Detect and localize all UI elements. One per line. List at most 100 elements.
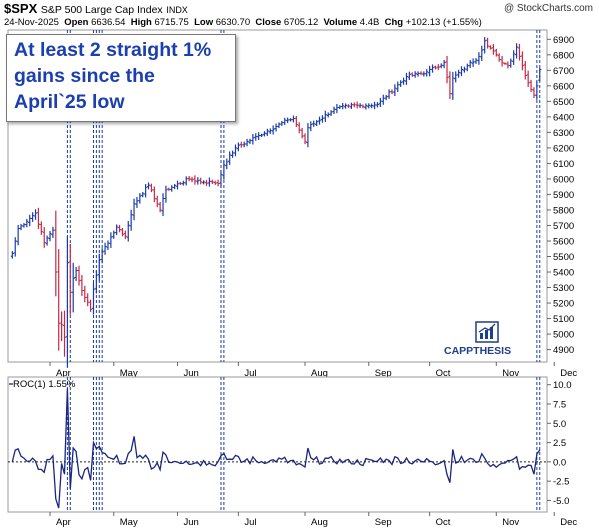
callout-box: At least 2 straight 1% gains since the A… bbox=[6, 34, 236, 122]
price-bar bbox=[315, 120, 319, 126]
price-bar bbox=[126, 220, 130, 242]
roc-tick-label: -5.0 bbox=[553, 496, 569, 507]
close-value: 6705.12 bbox=[283, 17, 319, 28]
price-bar bbox=[42, 227, 46, 248]
price-bar bbox=[361, 104, 365, 109]
roc-tick-label: 10.0 bbox=[553, 380, 572, 391]
roc-tick-label: 7.5 bbox=[553, 400, 566, 411]
price-bar bbox=[442, 59, 446, 69]
price-tick-label: 6900 bbox=[553, 35, 574, 46]
price-bar bbox=[233, 144, 238, 157]
price-bar bbox=[401, 77, 406, 85]
price-bar bbox=[485, 37, 490, 49]
price-bar bbox=[393, 84, 397, 97]
price-bar bbox=[158, 201, 162, 213]
price-bar bbox=[146, 182, 151, 190]
price-bar bbox=[494, 48, 498, 57]
price-bar bbox=[419, 71, 423, 76]
date: 24-Nov-2025 bbox=[4, 17, 59, 28]
price-bar bbox=[60, 311, 64, 342]
price-bar bbox=[523, 60, 527, 80]
price-bar bbox=[520, 51, 524, 71]
roc-tick-label: 0.0 bbox=[553, 457, 566, 468]
price-tick-label: 5300 bbox=[553, 283, 574, 294]
price-bar bbox=[222, 160, 226, 180]
logo-bar-1 bbox=[480, 333, 483, 339]
price-month-label: Apr bbox=[56, 368, 71, 379]
price-bar bbox=[190, 176, 194, 183]
price-bar bbox=[303, 133, 307, 145]
callout-line-3: April`25 low bbox=[14, 91, 125, 113]
price-tick-label: 6600 bbox=[553, 81, 574, 92]
open-value: 6636.54 bbox=[91, 17, 126, 28]
price-bar bbox=[236, 142, 240, 152]
symbol: $SPX bbox=[4, 1, 38, 16]
roc-month-label: Nov bbox=[502, 517, 519, 528]
price-bar bbox=[138, 193, 142, 204]
price-bar bbox=[529, 79, 533, 92]
roc-month-label: Sep bbox=[375, 517, 392, 528]
price-bar bbox=[48, 230, 52, 242]
price-bar bbox=[367, 103, 371, 109]
price-bar bbox=[500, 55, 504, 67]
low-value: 6630.70 bbox=[215, 17, 251, 28]
price-bar bbox=[187, 176, 191, 182]
price-bar bbox=[199, 177, 203, 185]
price-tick-label: 5800 bbox=[553, 205, 574, 216]
roc-month-label: Dec bbox=[560, 517, 577, 528]
price-bar bbox=[346, 104, 351, 108]
roc-tick-label: 2.5 bbox=[553, 438, 566, 449]
price-bar bbox=[45, 235, 49, 246]
price-month-label: Jun bbox=[184, 368, 199, 379]
price-bar bbox=[13, 237, 17, 257]
price-bar bbox=[451, 72, 455, 100]
callout-line-1: At least 2 straight 1% bbox=[14, 39, 212, 61]
price-bar bbox=[323, 110, 327, 122]
chg-label: Chg bbox=[384, 17, 404, 28]
price-tick-label: 5700 bbox=[553, 221, 574, 232]
roc-month-label: Aug bbox=[311, 517, 328, 528]
price-bar bbox=[271, 125, 275, 135]
price-tick-label: 6400 bbox=[553, 112, 574, 123]
price-bar bbox=[459, 66, 464, 77]
roc-tick-label: -2.5 bbox=[553, 477, 569, 488]
price-bar bbox=[355, 101, 359, 109]
price-bar bbox=[39, 221, 43, 235]
roc-tick-label: 5.0 bbox=[553, 419, 566, 430]
roc-month-label: Oct bbox=[436, 517, 451, 528]
price-tick-label: 6100 bbox=[553, 159, 574, 170]
price-bar bbox=[173, 184, 177, 190]
price-tick-label: 5900 bbox=[553, 190, 574, 201]
price-bar bbox=[245, 138, 249, 147]
price-bar bbox=[468, 60, 472, 68]
price-bar bbox=[413, 71, 417, 78]
price-tick-label: 6700 bbox=[553, 66, 574, 77]
price-bar bbox=[202, 180, 206, 185]
price-bar bbox=[213, 180, 217, 185]
price-bar bbox=[538, 67, 542, 82]
high-label: High bbox=[130, 17, 152, 28]
volume-label: Volume bbox=[323, 17, 358, 28]
logo-bar-2 bbox=[485, 330, 488, 339]
price-tick-label: 6000 bbox=[553, 174, 574, 185]
open-label: Open bbox=[64, 17, 89, 28]
roc-month-label: Jul bbox=[244, 517, 256, 528]
price-bar bbox=[445, 56, 449, 84]
source-label: @ StockCharts.com bbox=[503, 3, 593, 14]
price-bar bbox=[312, 120, 316, 127]
roc-legend: ROC(1) 1.55% bbox=[13, 379, 76, 390]
price-bar bbox=[115, 224, 119, 236]
price-bar bbox=[436, 64, 440, 71]
price-bar bbox=[196, 177, 200, 185]
price-tick-label: 5100 bbox=[553, 314, 574, 325]
logo-bar-3 bbox=[490, 327, 493, 339]
price-month-label: Aug bbox=[311, 368, 328, 379]
price-bar bbox=[120, 227, 125, 237]
callout-line-2: gains since the bbox=[14, 65, 155, 87]
roc-line bbox=[11, 388, 541, 509]
price-tick-label: 5500 bbox=[553, 252, 574, 263]
price-bar bbox=[425, 69, 429, 77]
price-bar bbox=[433, 65, 438, 70]
close-label: Close bbox=[255, 17, 282, 28]
price-month-label: Dec bbox=[560, 368, 577, 379]
